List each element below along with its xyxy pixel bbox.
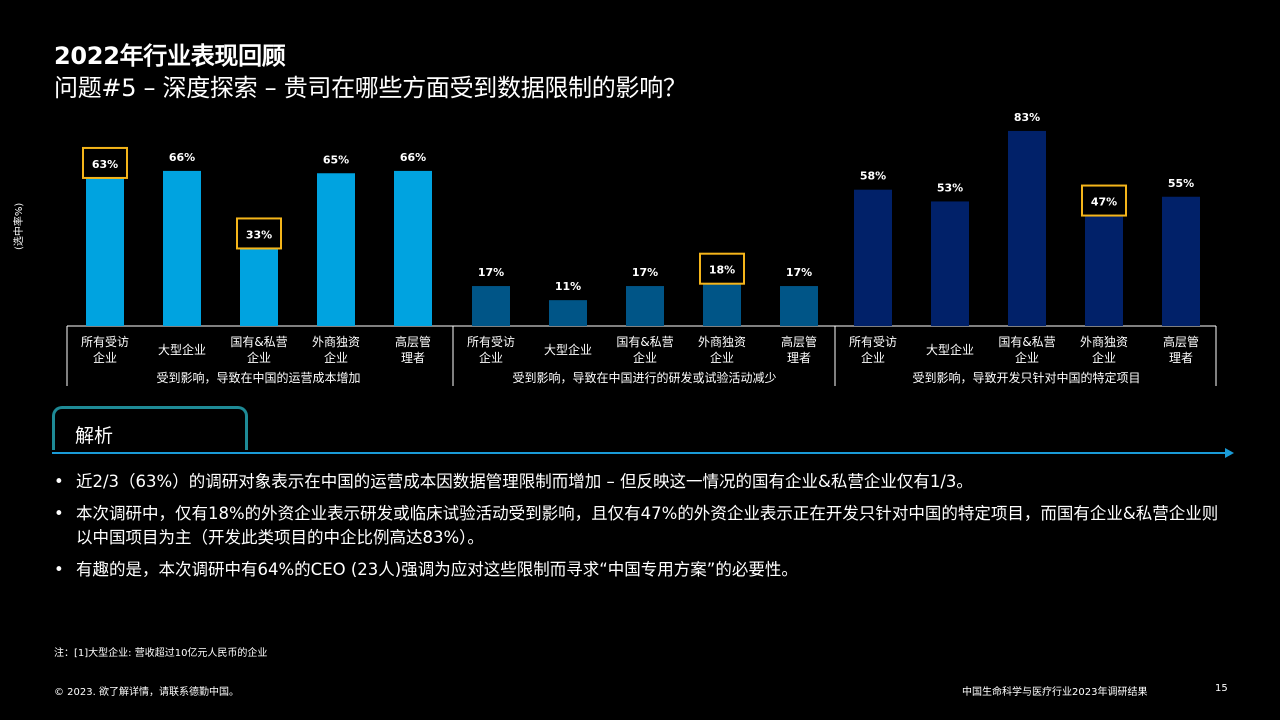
category-label: 所有受访 xyxy=(81,335,129,349)
bullet-dot-icon: • xyxy=(54,472,64,491)
analysis-title: 解析 xyxy=(75,425,114,447)
bar xyxy=(394,170,432,326)
category-label: 大型企业 xyxy=(544,342,592,357)
page-number: 15 xyxy=(1215,683,1228,694)
group-label: 受到影响，导致开发只针对中国的特定项目 xyxy=(912,370,1140,385)
report-name: 中国生命科学与医疗行业2023年调研结果 xyxy=(962,687,1148,698)
data-label: 18% xyxy=(709,264,735,277)
data-label: 11% xyxy=(555,280,581,293)
arrow-right-icon xyxy=(1225,448,1234,458)
data-label: 33% xyxy=(246,228,272,241)
category-label: 外商独资 xyxy=(1080,334,1128,349)
bar xyxy=(240,248,278,326)
data-label: 55% xyxy=(1168,177,1194,190)
category-label: 企业 xyxy=(633,350,657,365)
category-label: 理者 xyxy=(787,351,811,365)
bar xyxy=(163,170,201,326)
highlight-box xyxy=(82,146,128,179)
highlight-box xyxy=(236,217,282,250)
category-label: 企业 xyxy=(324,350,348,365)
page-title: 2022年行业表现回顾 xyxy=(54,42,286,70)
category-label: 国有&私营 xyxy=(998,335,1055,349)
data-label: 17% xyxy=(786,266,812,279)
bar xyxy=(854,189,892,326)
category-label: 所有受访 xyxy=(467,335,515,349)
category-label: 企业 xyxy=(479,350,503,365)
category-label: 企业 xyxy=(93,350,117,365)
data-label: 53% xyxy=(937,181,963,194)
analysis-bullets: • 近2/3（63%）的调研对象表示在中国的运营成本因数据管理限制而增加 – 但反… xyxy=(54,470,1224,590)
category-label: 企业 xyxy=(1092,350,1116,365)
category-label: 外商独资 xyxy=(312,334,360,349)
data-label: 17% xyxy=(478,266,504,279)
bar xyxy=(1162,196,1200,326)
highlight-box xyxy=(699,252,745,285)
analysis-divider xyxy=(52,452,1227,454)
bar xyxy=(931,201,969,326)
footnote: 注：[1]大型企业: 营收超过10亿元人民币的企业 xyxy=(54,648,268,659)
category-label: 国有&私营 xyxy=(616,335,673,349)
bar xyxy=(472,286,510,326)
analysis-tab: 解析 xyxy=(52,406,248,450)
category-label: 高层管 xyxy=(781,334,817,349)
data-label: 83% xyxy=(1014,111,1040,124)
data-label: 66% xyxy=(400,151,426,164)
bullet-item: • 本次调研中，仅有18%的外资企业表示研发或临床试验活动受到影响，且仅有47%的… xyxy=(54,504,1219,547)
highlight-box xyxy=(1081,184,1127,217)
copyright: © 2023. 欲了解详情，请联系德勤中国。 xyxy=(54,687,239,698)
page-subtitle: 问题#5 – 深度探索 – 贵司在哪些方面受到数据限制的影响？ xyxy=(54,74,687,102)
category-label: 理者 xyxy=(1169,351,1193,365)
bar xyxy=(780,286,818,326)
bar xyxy=(549,300,587,326)
data-label: 66% xyxy=(169,151,195,164)
bar-chart: 63%所有受访企业66%大型企业33%国有&私营企业65%外商独资企业66%高层… xyxy=(66,111,1217,386)
category-label: 所有受访 xyxy=(849,335,897,349)
category-label: 高层管 xyxy=(1163,334,1199,349)
category-label: 大型企业 xyxy=(158,342,206,357)
data-label: 63% xyxy=(92,158,118,171)
bar xyxy=(1085,215,1123,326)
bullet-dot-icon: • xyxy=(54,504,64,523)
category-label: 国有&私营 xyxy=(230,335,287,349)
category-label: 理者 xyxy=(401,351,425,365)
bar xyxy=(317,173,355,326)
bullet-dot-icon: • xyxy=(54,560,64,579)
bar xyxy=(626,286,664,326)
category-label: 外商独资 xyxy=(698,334,746,349)
group-label: 受到影响，导致在中国进行的研发或试验活动减少 xyxy=(512,370,776,385)
bar xyxy=(1008,130,1046,326)
category-label: 企业 xyxy=(247,350,271,365)
data-label: 47% xyxy=(1091,196,1117,209)
category-label: 企业 xyxy=(710,350,734,365)
bar xyxy=(86,177,124,326)
category-label: 企业 xyxy=(1015,350,1039,365)
bar xyxy=(703,283,741,326)
data-label: 58% xyxy=(860,170,886,183)
category-label: 企业 xyxy=(861,350,885,365)
bullet-item: • 近2/3（63%）的调研对象表示在中国的运营成本因数据管理限制而增加 – 但反… xyxy=(54,470,1224,494)
group-label: 受到影响，导致在中国的运营成本增加 xyxy=(156,370,360,385)
category-label: 高层管 xyxy=(395,334,431,349)
category-label: 大型企业 xyxy=(926,342,974,357)
data-label: 17% xyxy=(632,266,658,279)
data-label: 65% xyxy=(323,153,349,166)
bullet-item: • 有趣的是，本次调研中有64%的CEO (23人)强调为应对这些限制而寻求“中国… xyxy=(54,558,1224,582)
